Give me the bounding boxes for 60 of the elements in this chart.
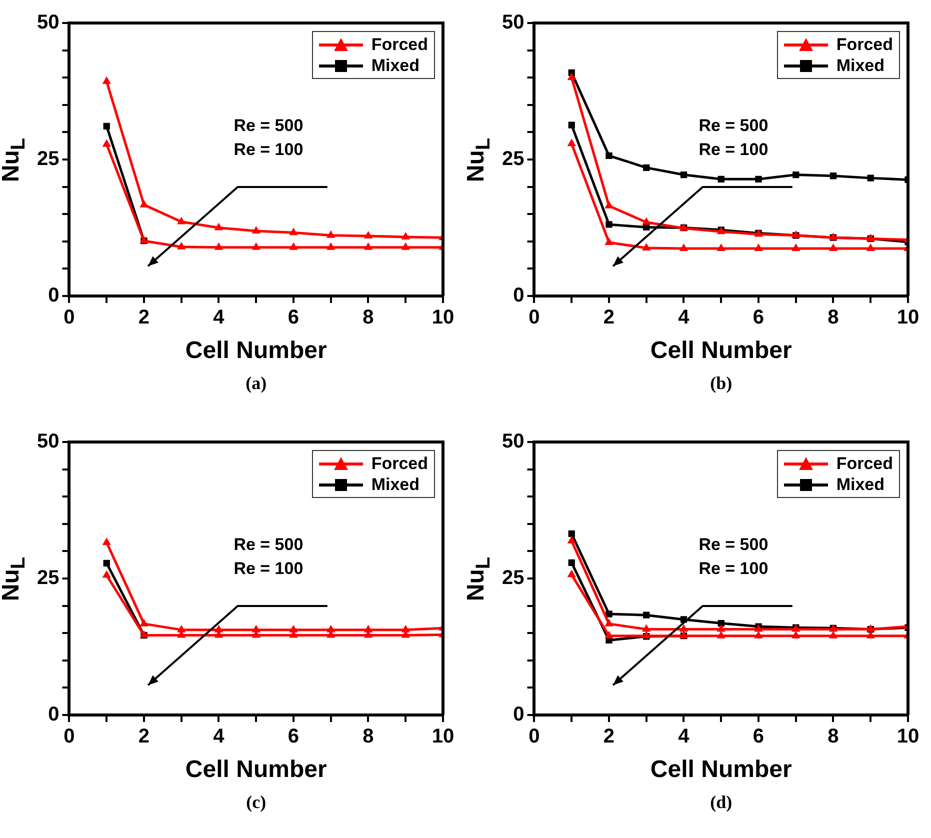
legend-label: Forced: [371, 454, 428, 474]
x-tick-label: 8: [362, 726, 374, 748]
y-tick-label: 0: [513, 284, 524, 307]
x-tick-label: 10: [896, 726, 920, 748]
x-tick-label: 6: [752, 306, 764, 329]
x-tick-label: 0: [64, 726, 75, 748]
annotation: Re = 100: [698, 558, 768, 579]
text: (a): [246, 373, 267, 394]
x-tick-label: 2: [603, 306, 615, 329]
x-tick-label: 8: [362, 306, 374, 329]
legend-label: Forced: [371, 34, 428, 54]
x-tick-label: 0: [528, 306, 540, 329]
y-tick-label: 25: [502, 567, 524, 590]
x-tick-label: 8: [828, 726, 839, 748]
y-tick-label: 0: [48, 284, 60, 307]
y-tick-label: 50: [502, 430, 524, 453]
x-tick-label: 4: [213, 726, 226, 748]
y-tick-label: 25: [36, 567, 60, 590]
x-tick-label: 6: [288, 726, 300, 748]
y-tick-label: 0: [513, 704, 524, 726]
y-tick-label: 50: [502, 12, 524, 34]
x-tick-label: 10: [896, 306, 920, 329]
annotation: Re = 500: [698, 534, 768, 555]
legend-label: Mixed: [836, 56, 884, 76]
x-tick-label: 10: [432, 726, 454, 748]
x-tick-label: 6: [288, 306, 300, 329]
x-tick-label: 0: [64, 306, 75, 329]
x-axis-title: Cell Number: [185, 756, 327, 784]
annotation: Re = 100: [234, 140, 304, 160]
x-tick-label: 4: [678, 726, 690, 748]
y-tick-label: 50: [36, 12, 60, 34]
y-tick-label: 25: [36, 148, 60, 170]
annotation: Re = 500: [234, 534, 304, 555]
x-axis-title: Cell Number: [185, 337, 327, 365]
x-axis-title: Cell Number: [650, 337, 792, 365]
text: (b): [710, 373, 732, 394]
annotation: Re = 500: [234, 116, 304, 136]
x-tick-label: 4: [678, 306, 690, 329]
x-tick-label: 6: [752, 726, 764, 748]
x-tick-label: 2: [603, 726, 615, 748]
x-tick-label: 2: [138, 726, 150, 748]
text: (c): [246, 792, 266, 813]
legend-label: Forced: [836, 454, 893, 474]
legend-label: Forced: [836, 34, 893, 54]
y-tick-label: 25: [502, 148, 524, 170]
legend-label: Mixed: [371, 56, 420, 76]
legend-label: Mixed: [371, 474, 420, 494]
y-tick-label: 0: [48, 704, 60, 726]
legend-label: Mixed: [836, 474, 884, 494]
x-axis-title: Cell Number: [650, 756, 792, 784]
x-tick-label: 2: [138, 306, 150, 329]
x-tick-label: 0: [528, 726, 540, 748]
annotation: Re = 100: [698, 140, 768, 160]
y-tick-label: 50: [36, 430, 60, 453]
text: (d): [710, 792, 732, 813]
x-tick-label: 4: [213, 306, 226, 329]
x-tick-label: 10: [432, 306, 454, 329]
annotation: Re = 100: [234, 558, 304, 579]
annotation: Re = 500: [698, 116, 768, 136]
x-tick-label: 8: [828, 306, 839, 329]
